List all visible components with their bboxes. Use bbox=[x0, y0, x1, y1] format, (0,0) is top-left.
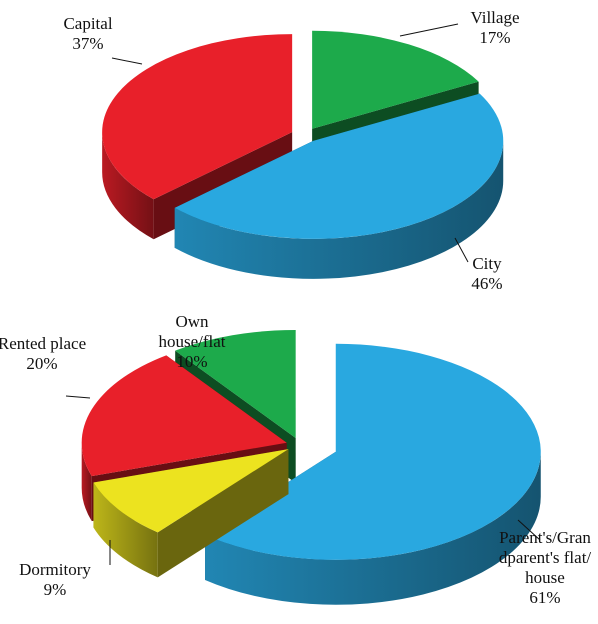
percent-label: 17% bbox=[479, 28, 511, 47]
leader-line bbox=[399, 23, 459, 37]
slice-top bbox=[175, 329, 296, 438]
leader-line bbox=[65, 395, 91, 399]
category-name: City bbox=[472, 254, 502, 273]
percent-label: 20% bbox=[26, 354, 58, 373]
pie-slice bbox=[93, 449, 289, 578]
slice-label: City 46% bbox=[457, 254, 517, 294]
percent-label: 9% bbox=[43, 580, 67, 599]
slice-label: Dormitory 9% bbox=[5, 560, 105, 600]
slice-side bbox=[174, 140, 504, 279]
slice-top bbox=[93, 449, 289, 533]
category-name: Own house/flat bbox=[158, 312, 226, 351]
slice-side bbox=[93, 482, 158, 578]
category-name: Village bbox=[470, 8, 520, 27]
slice-label: Parent's/Grandparent's flat/house 61% bbox=[495, 528, 595, 608]
category-name: Rented place bbox=[0, 334, 87, 353]
category-name: Parent's/Grandparent's flat/house bbox=[498, 528, 592, 587]
leader-line bbox=[111, 57, 143, 65]
percent-label: 46% bbox=[471, 274, 503, 293]
percent-label: 61% bbox=[529, 588, 561, 607]
percent-label: 37% bbox=[72, 34, 104, 53]
category-name: Capital bbox=[63, 14, 113, 33]
slice-top bbox=[174, 93, 504, 239]
slice-side bbox=[102, 132, 154, 240]
slice-top bbox=[312, 30, 479, 129]
slice-label: Capital 37% bbox=[43, 14, 133, 54]
slice-top bbox=[102, 34, 293, 200]
percent-label: 10% bbox=[176, 352, 208, 371]
slice-top bbox=[205, 343, 541, 560]
slice-label: Village 17% bbox=[445, 8, 545, 48]
pie-slice bbox=[205, 343, 541, 605]
pie-slice bbox=[174, 93, 504, 279]
leader-line bbox=[517, 519, 541, 541]
slice-side bbox=[81, 442, 92, 522]
slice-label: Own house/flat 10% bbox=[147, 312, 237, 372]
category-name: Dormitory bbox=[19, 560, 91, 579]
slice-label: Rented place 20% bbox=[0, 334, 87, 374]
slice-side bbox=[205, 451, 541, 605]
slice-top bbox=[81, 355, 287, 477]
leader-line bbox=[454, 237, 469, 263]
